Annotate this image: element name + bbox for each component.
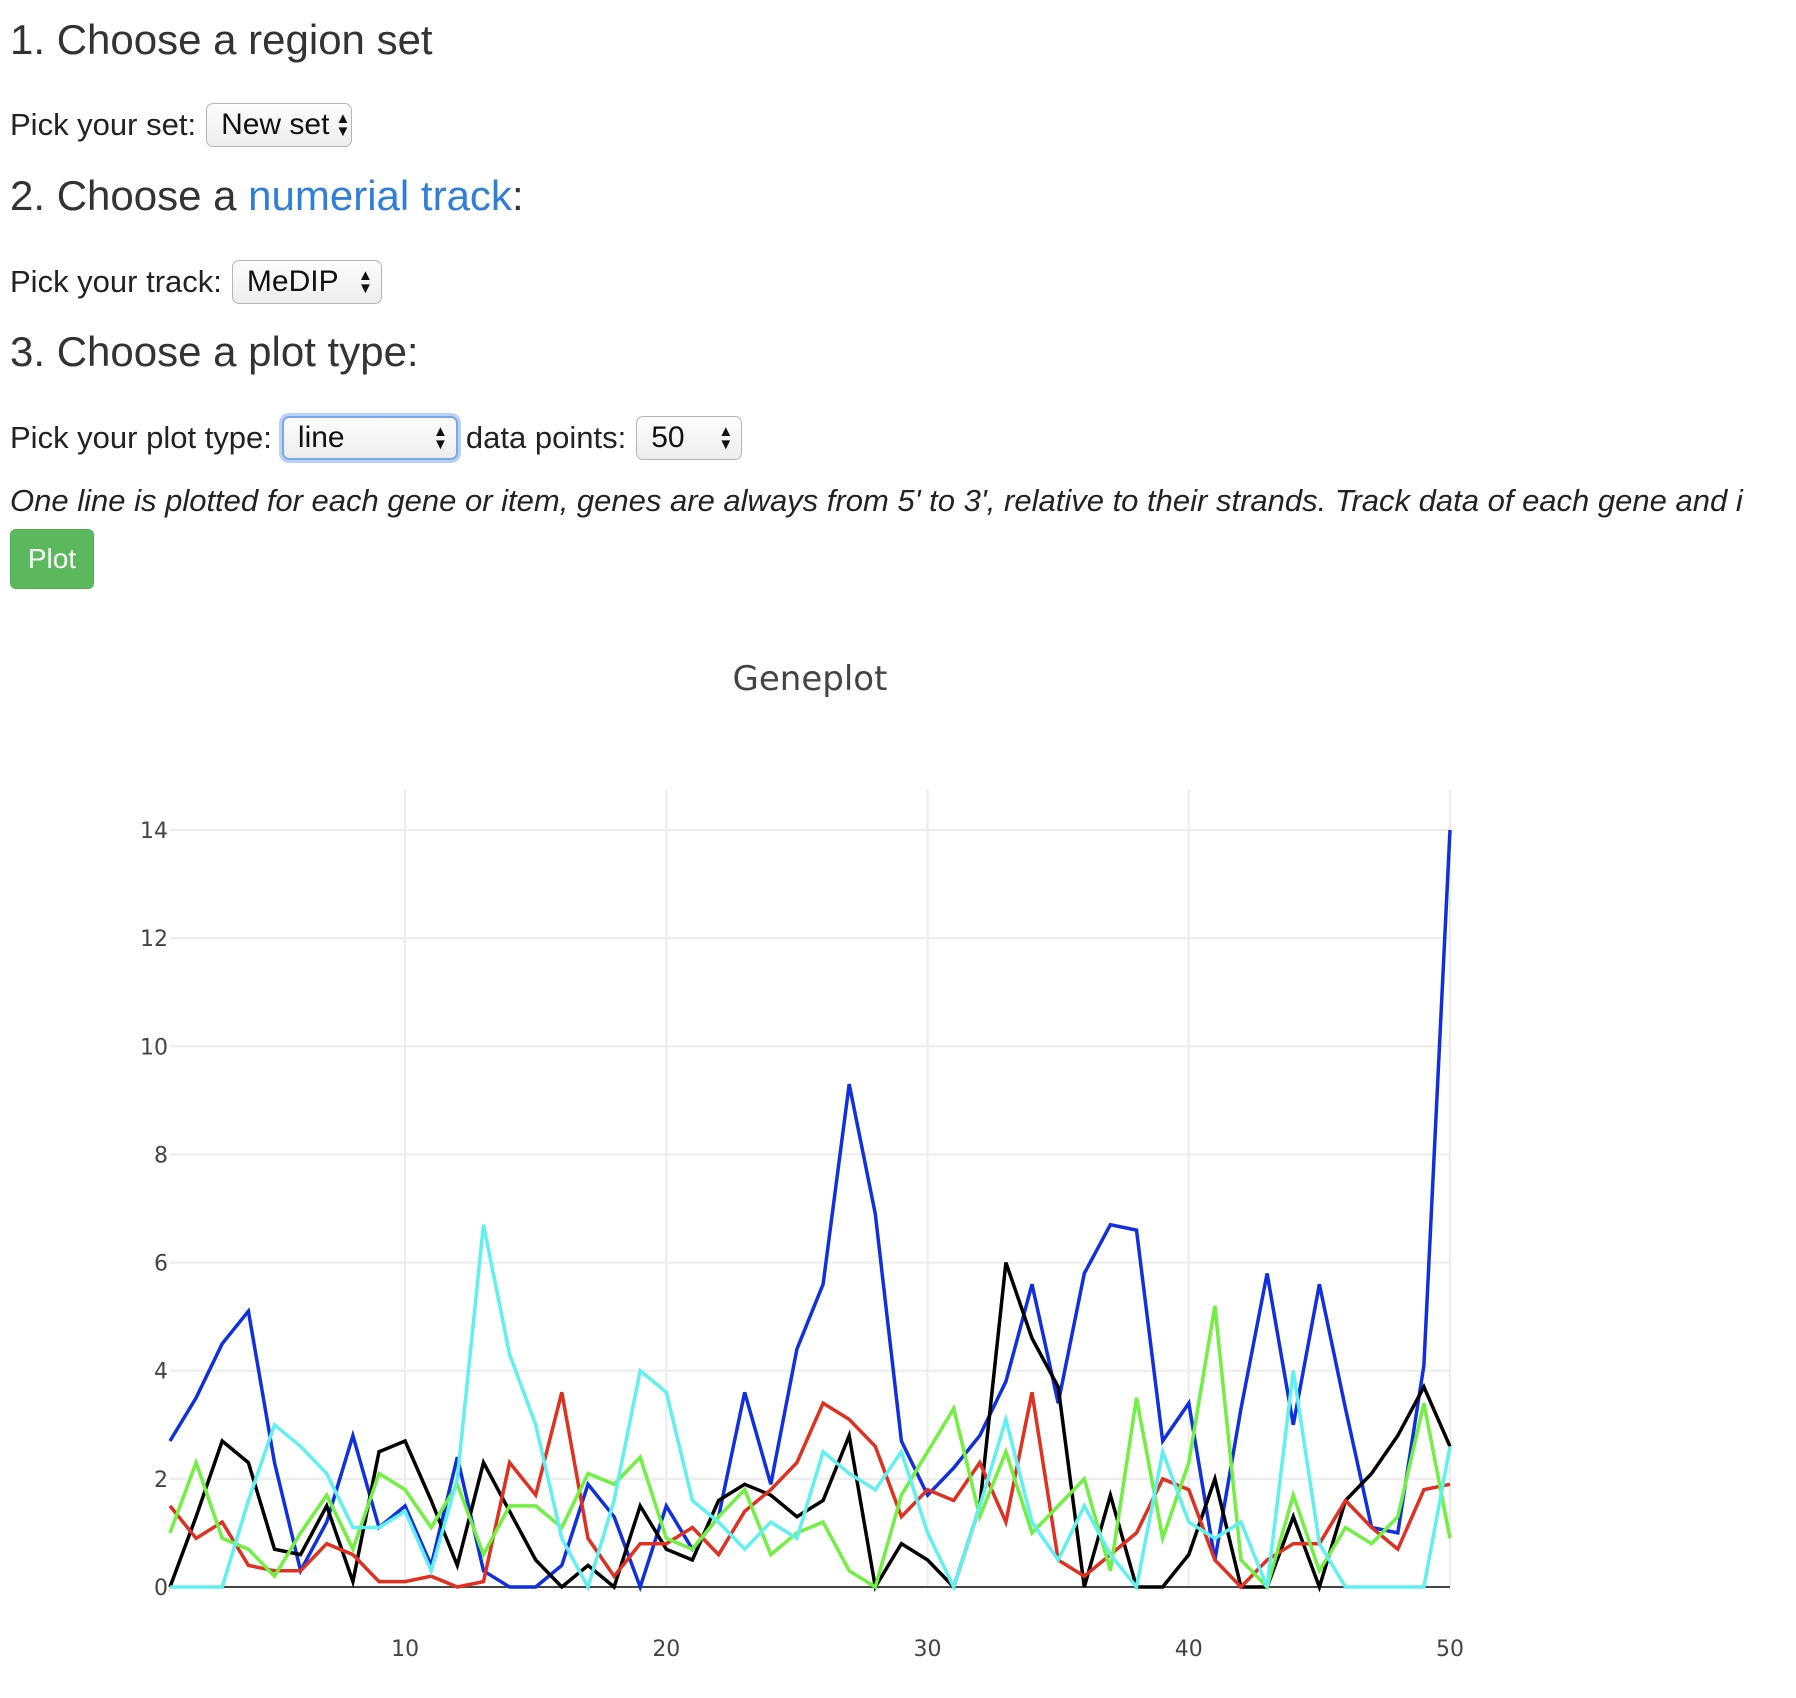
plot-description: One line is plotted for each gene or ite…	[10, 483, 1743, 518]
y-tick-label: 12	[140, 927, 168, 952]
select-arrows-icon: ▲ ▼	[433, 423, 448, 453]
y-tick-label: 14	[140, 819, 168, 844]
region-set-select[interactable]: New set ▲ ▼	[206, 103, 353, 147]
x-tick-label: 50	[1436, 1637, 1464, 1662]
x-tick-label: 20	[652, 1637, 680, 1662]
select-arrows-icon: ▲ ▼	[358, 267, 373, 297]
heading-plot-type: 3. Choose a plot type:	[10, 328, 419, 375]
track-value: MeDIP	[246, 265, 339, 298]
heading-region-set: 1. Choose a region set	[10, 16, 433, 63]
x-tick-label: 40	[1175, 1637, 1203, 1662]
data-points-select[interactable]: 50 ▲ ▼	[636, 416, 743, 460]
heading-track-prefix: 2. Choose a	[10, 172, 249, 219]
y-tick-label: 6	[154, 1252, 168, 1277]
plot-button[interactable]: Plot	[10, 529, 94, 589]
row-plot-type: Pick your plot type: line ▲ ▼ data points…	[10, 416, 743, 460]
region-set-label: Pick your set:	[10, 107, 197, 142]
plot-type-label: Pick your plot type:	[10, 420, 272, 455]
row-track: Pick your track: MeDIP ▲ ▼	[10, 260, 382, 304]
select-arrows-icon: ▲ ▼	[335, 110, 351, 140]
y-tick-label: 2	[154, 1468, 168, 1493]
region-set-value: New set	[221, 108, 330, 141]
plot-type-value: line	[297, 421, 345, 454]
heading-track-suffix: :	[511, 172, 524, 219]
y-tick-label: 0	[154, 1576, 168, 1601]
series-line-5	[170, 1224, 1452, 1592]
track-label: Pick your track:	[10, 264, 222, 299]
x-tick-label: 30	[914, 1637, 942, 1662]
select-arrows-icon: ▲ ▼	[718, 423, 734, 453]
series-line-3	[168, 1391, 1451, 1590]
data-points-value: 50	[651, 421, 685, 454]
series-line-1	[168, 829, 1452, 1593]
y-tick-label: 10	[140, 1035, 168, 1060]
numerial-track-link[interactable]: numerial track	[248, 172, 512, 219]
chart-title: Geneplot	[733, 659, 888, 699]
track-select[interactable]: MeDIP ▲ ▼	[231, 260, 382, 304]
y-tick-label: 4	[154, 1360, 168, 1385]
plot-type-select[interactable]: line ▲ ▼	[281, 416, 458, 460]
data-points-label: data points:	[465, 420, 627, 455]
heading-numerical-track: 2. Choose a numerial track:	[10, 172, 524, 220]
y-tick-label: 8	[154, 1143, 168, 1168]
series-line-2	[168, 1262, 1452, 1593]
series-line-4	[168, 1305, 1452, 1591]
row-region-set: Pick your set: New set ▲ ▼	[10, 103, 353, 147]
x-tick-label: 10	[391, 1637, 419, 1662]
